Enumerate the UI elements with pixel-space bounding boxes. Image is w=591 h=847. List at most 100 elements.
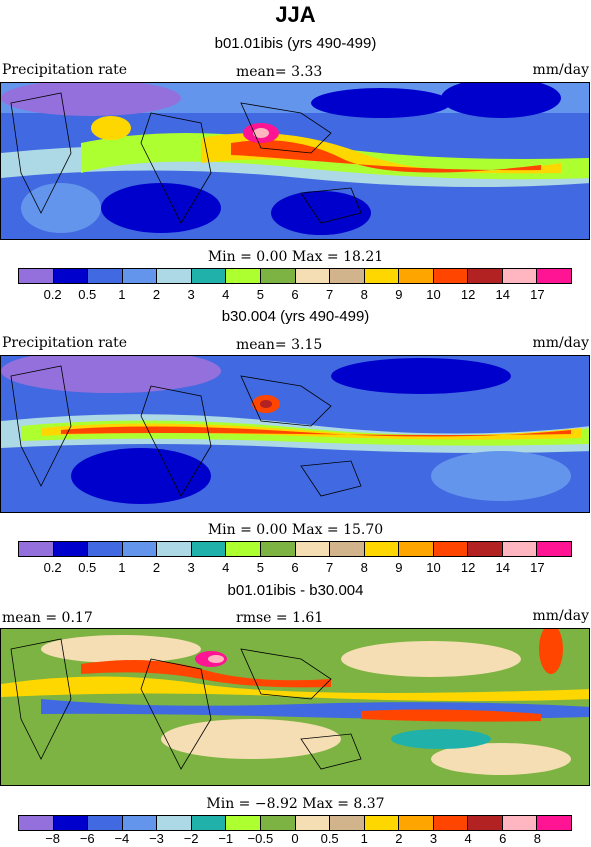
colorbar-tick-label: 8	[533, 831, 541, 846]
colorbar-tick-label: 9	[395, 287, 403, 302]
panel-1-mean: mean= 3.33	[236, 64, 323, 80]
panel-1-map-svg	[1, 83, 589, 239]
colorbar-tick-label: −0.5	[247, 831, 274, 846]
colorbar-cell	[122, 542, 158, 556]
colorbar-tick-label: −6	[79, 831, 95, 846]
colorbar-tick-label: 8	[360, 560, 368, 575]
panel-1-units: mm/day	[532, 62, 590, 78]
colorbar-tick-label: 0.5	[78, 287, 97, 302]
colorbar-tick-label: 0.5	[78, 560, 97, 575]
panel-1-colorbar	[18, 268, 572, 284]
panel-3-units: mm/day	[532, 608, 590, 624]
colorbar-tick-label: 1	[118, 560, 126, 575]
colorbar-cell	[433, 542, 469, 556]
colorbar-cell	[191, 269, 227, 283]
panel-3-rmse: rmse = 1.61	[236, 610, 324, 626]
colorbar-cell	[260, 816, 296, 830]
colorbar-cell	[399, 816, 434, 830]
colorbar-cell	[399, 269, 434, 283]
colorbar-cell	[88, 269, 123, 283]
colorbar-tick-label: 6	[291, 560, 299, 575]
colorbar-tick-label: 17	[530, 287, 545, 302]
colorbar-cell	[330, 269, 365, 283]
panel-2-left-label: Precipitation rate	[2, 335, 128, 351]
colorbar-tick-label: 0.2	[43, 560, 62, 575]
colorbar-tick-label: 2	[395, 831, 403, 846]
colorbar-tick-label: −2	[183, 831, 199, 846]
colorbar-cell	[330, 542, 365, 556]
colorbar-cell	[260, 542, 296, 556]
panel-3-colorbar	[18, 815, 572, 831]
panel-2-minmax: Min = 0.00 Max = 15.70	[207, 522, 384, 538]
colorbar-tick-label: 5	[256, 560, 264, 575]
colorbar-cell	[330, 816, 365, 830]
colorbar-tick-label: 4	[222, 287, 230, 302]
colorbar-tick-label: 3	[429, 831, 438, 846]
colorbar-cell	[468, 269, 503, 283]
colorbar-tick-label: 14	[495, 287, 510, 302]
panel-3-map-svg	[1, 629, 589, 785]
panel-2-colorbar-ticks: 0.2 0.5 1 2 3 4 5 6 7 8 9 10 12 14 17	[18, 560, 572, 576]
colorbar-cell	[364, 269, 400, 283]
colorbar-cell	[53, 816, 89, 830]
colorbar-cell	[295, 816, 331, 830]
colorbar-tick-label: 0.2	[43, 287, 62, 302]
colorbar-cell	[537, 269, 571, 283]
colorbar-cell	[502, 542, 538, 556]
panel-3-subtitle: b01.01ibis - b30.004	[227, 582, 364, 599]
colorbar-cell	[433, 816, 469, 830]
panel-3-colorbar-ticks: −8 −6 −4 −3 −2 −1 −0.5 0 0.5 1 2 3 4 6 8	[18, 831, 572, 847]
colorbar-tick-label: 6	[499, 831, 507, 846]
colorbar-tick-label: −8	[45, 831, 61, 846]
colorbar-cell	[364, 816, 400, 830]
colorbar-cell	[502, 816, 538, 830]
colorbar-cell	[468, 816, 503, 830]
colorbar-cell	[53, 269, 89, 283]
colorbar-cell	[191, 542, 227, 556]
panel-3-minmax: Min = −8.92 Max = 8.37	[206, 796, 385, 812]
colorbar-tick-label: 12	[460, 560, 476, 575]
colorbar-cell	[122, 269, 158, 283]
colorbar-tick-label: 14	[495, 560, 510, 575]
page-title: JJA	[275, 2, 316, 27]
colorbar-tick-label: 6	[291, 287, 299, 302]
colorbar-cell	[157, 542, 192, 556]
colorbar-tick-label: 0.5	[320, 831, 339, 846]
colorbar-cell	[53, 542, 89, 556]
panel-3-mean: mean = 0.17	[2, 610, 93, 626]
panel-2-map-svg	[1, 356, 589, 512]
colorbar-cell	[88, 816, 123, 830]
colorbar-tick-label: 3	[187, 560, 195, 575]
colorbar-tick-label: 7	[326, 287, 334, 302]
panel-1-left-label: Precipitation rate	[2, 62, 128, 78]
colorbar-cell	[260, 269, 296, 283]
colorbar-tick-label: 5	[256, 287, 264, 302]
panel-1-minmax: Min = 0.00 Max = 18.21	[207, 249, 384, 265]
panel-1-map	[0, 82, 590, 240]
colorbar-tick-label: 9	[395, 560, 403, 575]
colorbar-cell	[226, 816, 261, 830]
panel-1-colorbar-ticks: 0.2 0.5 1 2 3 4 5 6 7 8 9 10 12 14 17	[18, 287, 572, 303]
colorbar-cell	[537, 816, 571, 830]
colorbar-tick-label: 4	[222, 560, 230, 575]
colorbar-tick-label: 10	[426, 287, 441, 302]
panel-3-map	[0, 628, 590, 786]
colorbar-tick-label: 4	[464, 831, 472, 846]
colorbar-tick-label: −3	[149, 831, 164, 846]
panel-2-mean: mean= 3.15	[236, 337, 323, 353]
colorbar-tick-label: −1	[218, 831, 234, 846]
colorbar-cell	[364, 542, 400, 556]
colorbar-cell	[295, 269, 331, 283]
colorbar-tick-label: 2	[152, 560, 161, 575]
colorbar-tick-label: 1	[360, 831, 368, 846]
panel-2-units: mm/day	[532, 335, 590, 351]
colorbar-cell	[433, 269, 469, 283]
colorbar-cell	[468, 542, 503, 556]
colorbar-tick-label: 17	[530, 560, 545, 575]
colorbar-cell	[295, 542, 331, 556]
colorbar-tick-label: 3	[187, 287, 195, 302]
colorbar-cell	[226, 269, 261, 283]
colorbar-tick-label: 1	[118, 287, 126, 302]
colorbar-cell	[157, 269, 192, 283]
colorbar-tick-label: 7	[326, 560, 334, 575]
